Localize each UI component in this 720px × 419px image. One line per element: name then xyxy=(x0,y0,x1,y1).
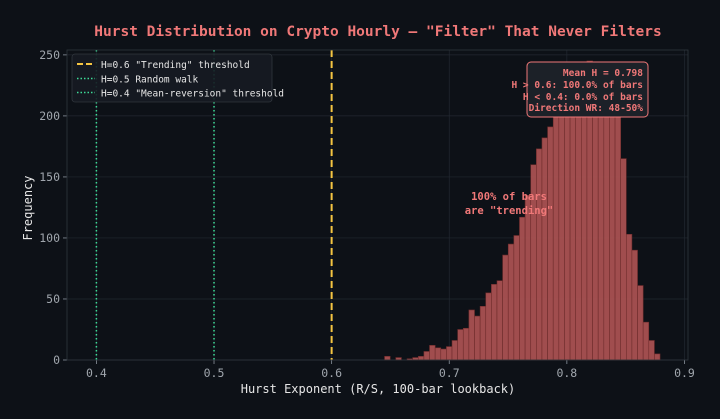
histogram-bar xyxy=(491,284,498,361)
histogram-bar xyxy=(440,348,447,361)
y-tick-label: 0 xyxy=(53,353,60,367)
histogram-bar xyxy=(536,148,543,361)
annotation-line-2: are "trending" xyxy=(465,205,554,217)
histogram-bar xyxy=(502,254,509,361)
histogram-bar xyxy=(541,137,548,361)
x-tick-label: 0.6 xyxy=(321,366,342,380)
threshold-lines xyxy=(95,50,333,360)
histogram-bar xyxy=(552,103,560,361)
chart-title: Hurst Distribution on Crypto Hourly — "F… xyxy=(94,24,661,40)
histogram-bar xyxy=(569,76,577,361)
histogram-bar xyxy=(479,305,487,361)
y-tick-label: 50 xyxy=(46,292,60,306)
histogram-bar xyxy=(462,327,470,361)
histogram-bar xyxy=(417,356,425,361)
histogram-bar xyxy=(451,340,458,361)
y-axis-label: Frequency xyxy=(21,175,35,240)
stats-above-06: H > 0.6: 100.0% of bars xyxy=(511,80,643,91)
stats-box-frame xyxy=(526,61,649,118)
histogram-bar xyxy=(468,309,475,361)
histogram-bar xyxy=(631,249,638,361)
x-axis-label: Hurst Exponent (R/S, 100-bar lookback) xyxy=(241,382,516,396)
histogram-bar xyxy=(614,98,621,361)
histogram-bar xyxy=(507,243,515,361)
histogram-bar xyxy=(625,233,633,361)
histogram-bar xyxy=(654,353,661,361)
histogram-bar xyxy=(519,216,526,361)
legend-label-trending: H=0.6 "Trending" threshold xyxy=(101,60,250,71)
x-tick-label: 0.7 xyxy=(439,366,460,380)
y-tick-label: 200 xyxy=(39,109,60,123)
histogram-bar xyxy=(648,340,655,361)
legend-label-random-walk: H=0.5 Random walk xyxy=(101,75,199,86)
histogram-bar xyxy=(620,158,627,361)
x-tick-label: 0.5 xyxy=(204,366,225,380)
histogram-bar xyxy=(457,329,464,361)
histogram-bar xyxy=(429,345,436,361)
y-tick-label: 250 xyxy=(39,48,60,62)
histogram-bar xyxy=(637,285,644,361)
stats-below-04: H < 0.4: 0.0% of bars xyxy=(523,92,643,103)
y-tick-label: 150 xyxy=(39,170,60,184)
histogram-bar xyxy=(446,346,453,361)
histogram-bar xyxy=(474,315,481,361)
histogram-bar xyxy=(564,85,571,361)
legend: H=0.6 "Trending" threshold H=0.5 Random … xyxy=(71,53,284,103)
legend-box xyxy=(71,53,273,103)
histogram-bar xyxy=(434,347,442,361)
histogram-bar xyxy=(524,194,532,361)
stats-direction-wr: Direction WR: 48-50% xyxy=(529,103,644,114)
plot-frame xyxy=(66,49,689,361)
histogram-bar xyxy=(603,81,610,361)
x-tick-label: 0.4 xyxy=(86,366,107,380)
histogram-bar xyxy=(384,356,391,361)
y-tick-label: 100 xyxy=(39,231,60,245)
histogram-bar xyxy=(642,321,650,361)
legend-label-mean-reversion: H=0.4 "Mean-reversion" threshold xyxy=(101,89,284,100)
histogram-bar xyxy=(547,126,554,361)
histogram-bar xyxy=(558,93,565,361)
histogram-bar xyxy=(423,351,430,361)
stats-mean: Mean H = 0.798 xyxy=(563,68,643,79)
axes: 0.4 0.5 0.6 0.7 0.8 0.9 0 50 100 150 200 250 xyxy=(39,48,695,380)
histogram-bar xyxy=(513,235,520,361)
x-tick-label: 0.9 xyxy=(674,366,695,380)
annotation-line-1: 100% of bars xyxy=(471,191,547,203)
histogram-bar xyxy=(609,88,616,361)
histogram-bar xyxy=(485,292,492,361)
histogram-bar xyxy=(496,280,503,361)
stats-box: Mean H = 0.798 H > 0.6: 100.0% of bars H… xyxy=(511,61,649,118)
x-tick-label: 0.8 xyxy=(556,366,577,380)
